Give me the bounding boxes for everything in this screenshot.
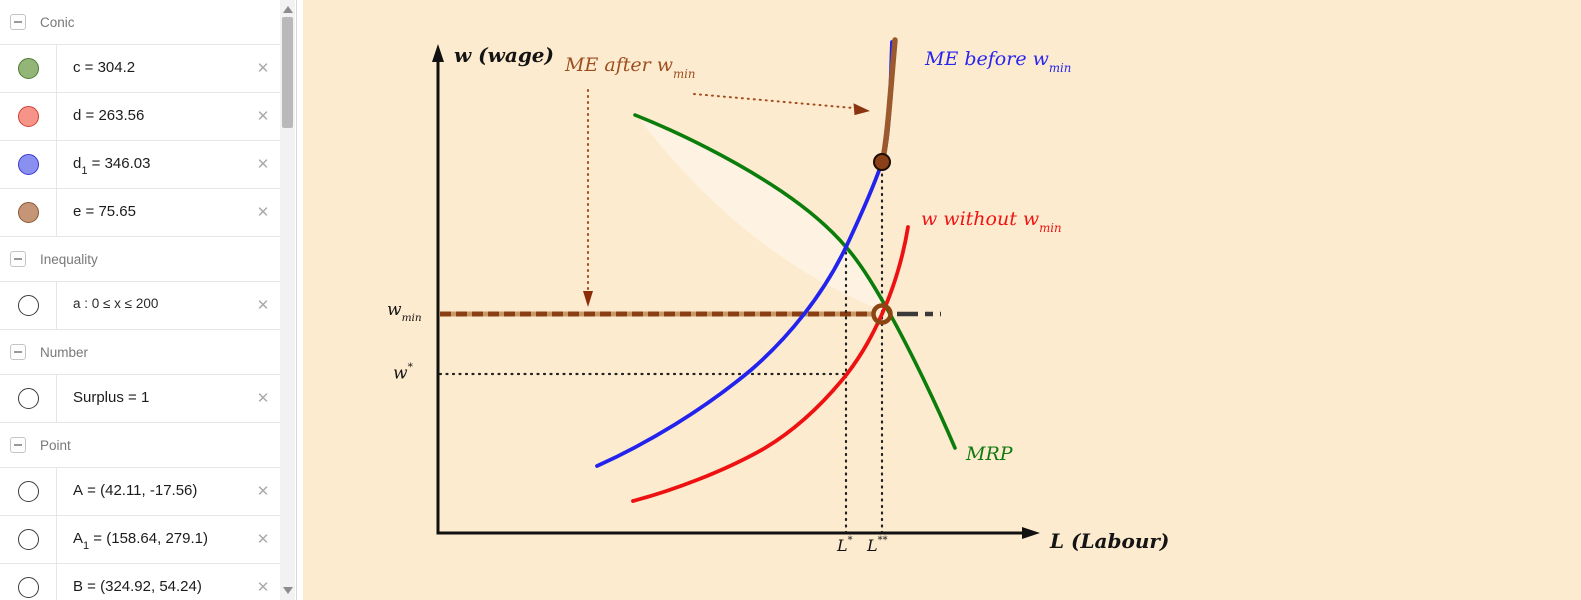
section-title: Number: [40, 344, 89, 360]
graphics-canvas[interactable]: w (wage) ME after wmin ME before wmin w …: [303, 0, 1581, 600]
visibility-cell: [0, 189, 57, 236]
algebra-item-B[interactable]: B = (324.92, 54.24): [0, 564, 280, 600]
delete-icon[interactable]: [246, 107, 280, 126]
algebra-item-c[interactable]: c = 304.2: [0, 45, 280, 93]
visibility-cell: [0, 93, 57, 140]
visibility-cell: [0, 282, 57, 329]
visibility-toggle-icon[interactable]: [17, 58, 39, 79]
algebra-item-e[interactable]: e = 75.65: [0, 189, 280, 237]
delete-icon[interactable]: [246, 530, 280, 549]
visibility-toggle-icon[interactable]: [17, 295, 39, 316]
delete-icon[interactable]: [246, 482, 280, 501]
section-title: Point: [40, 437, 71, 453]
visibility-toggle-icon[interactable]: [17, 106, 39, 127]
delete-icon[interactable]: [246, 203, 280, 222]
annotation-arrow-right-line: [693, 93, 854, 109]
algebra-list: Conic c = 304.2 d = 263.56 d1 = 346.03 e…: [0, 0, 280, 600]
algebra-item-A1[interactable]: A1 = (158.64, 279.1): [0, 516, 280, 564]
algebra-item-surplus[interactable]: Surplus = 1: [0, 375, 280, 423]
scroll-down-icon[interactable]: [283, 587, 293, 594]
y-axis-arrow-icon: [432, 44, 444, 62]
algebra-item-d[interactable]: d = 263.56: [0, 93, 280, 141]
section-header-conic: Conic: [0, 0, 280, 45]
visibility-cell: [0, 468, 57, 515]
visibility-toggle-icon[interactable]: [17, 202, 39, 223]
item-label: A1 = (158.64, 279.1): [73, 529, 208, 552]
visibility-toggle-icon[interactable]: [17, 577, 39, 598]
item-label: e = 75.65: [73, 202, 136, 220]
delete-icon[interactable]: [246, 155, 280, 174]
algebra-item-A[interactable]: A = (42.11, -17.56): [0, 468, 280, 516]
annotation-arrow-down-head: [583, 291, 593, 307]
item-label: d1 = 346.03: [73, 154, 151, 177]
labor-market-plot: [432, 37, 1040, 539]
point-ring-wmin-intersection[interactable]: [871, 303, 893, 325]
visibility-toggle-icon[interactable]: [17, 481, 39, 502]
item-label: d = 263.56: [73, 106, 145, 124]
visibility-cell: [0, 516, 57, 563]
algebra-item-d1[interactable]: d1 = 346.03: [0, 141, 280, 189]
collapse-icon[interactable]: [10, 14, 26, 30]
section-header-number: Number: [0, 330, 280, 375]
visibility-toggle-icon[interactable]: [17, 154, 39, 175]
section-header-inequality: Inequality: [0, 237, 280, 282]
delete-icon[interactable]: [246, 59, 280, 78]
delete-icon[interactable]: [246, 389, 280, 408]
algebra-item-a[interactable]: a : 0 ≤ x ≤ 200: [0, 282, 280, 330]
visibility-cell: [0, 45, 57, 92]
collapse-icon[interactable]: [10, 251, 26, 267]
scrollbar-thumb[interactable]: [282, 17, 293, 128]
visibility-cell: [0, 564, 57, 600]
point-dot-me-jump[interactable]: [873, 153, 891, 171]
collapse-icon[interactable]: [10, 437, 26, 453]
visibility-toggle-icon[interactable]: [17, 388, 39, 409]
item-label: c = 304.2: [73, 58, 136, 76]
delete-icon[interactable]: [246, 578, 280, 597]
item-label: A = (42.11, -17.56): [73, 481, 198, 499]
item-label: Surplus = 1: [73, 388, 150, 406]
section-title: Conic: [40, 14, 75, 30]
section-title: Inequality: [40, 251, 98, 267]
x-axis-arrow-icon: [1022, 527, 1040, 539]
algebra-panel: Conic c = 304.2 d = 263.56 d1 = 346.03 e…: [0, 0, 297, 600]
me-after-curve[interactable]: [879, 37, 898, 167]
scroll-up-icon[interactable]: [283, 6, 293, 13]
delete-icon[interactable]: [246, 296, 280, 315]
annotation-arrow-right-head: [853, 103, 870, 116]
item-label: a : 0 ≤ x ≤ 200: [73, 296, 159, 312]
section-header-point: Point: [0, 423, 280, 468]
collapse-icon[interactable]: [10, 344, 26, 360]
item-label: B = (324.92, 54.24): [73, 577, 202, 595]
supply-curve[interactable]: [631, 225, 910, 503]
visibility-toggle-icon[interactable]: [17, 529, 39, 550]
visibility-cell: [0, 375, 57, 422]
surplus-region[interactable]: [640, 120, 892, 314]
visibility-cell: [0, 141, 57, 188]
sidebar-scrollbar[interactable]: [280, 0, 295, 600]
